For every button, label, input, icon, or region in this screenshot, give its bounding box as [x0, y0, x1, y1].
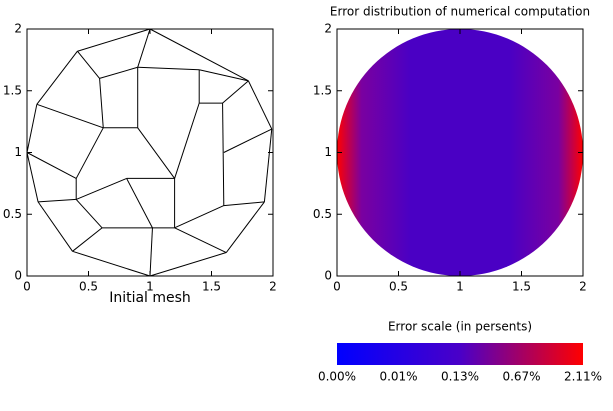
mesh-edge [99, 78, 104, 128]
chart-title: Error distribution of numerical computat… [330, 5, 590, 19]
mesh-edge [72, 227, 103, 252]
mesh-edge [77, 50, 100, 79]
x-tick-label: 1.5 [512, 280, 531, 294]
mesh-edge [38, 198, 77, 203]
colorbar-tick-label: 0.67% [502, 370, 540, 384]
x-tick-label: 1 [456, 280, 464, 294]
mesh-edge [99, 66, 138, 79]
y-tick-label: 1 [14, 145, 22, 159]
mesh-edge [174, 205, 225, 229]
mesh-edge [247, 80, 273, 130]
mesh-edge [174, 227, 227, 253]
mesh-edge [37, 201, 73, 252]
y-tick-label: 1.5 [313, 83, 332, 97]
colorbar [337, 343, 583, 365]
mesh-edge [222, 80, 249, 104]
mesh-edge [149, 28, 249, 82]
y-tick-label: 2 [14, 22, 22, 36]
y-tick-label: 0 [324, 269, 332, 283]
mesh-edge [199, 69, 249, 82]
mesh-edge [223, 201, 265, 207]
mesh-edge [149, 252, 227, 277]
error-field [337, 29, 583, 276]
mesh-edge [36, 103, 104, 129]
colorbar-tick-label: 0.01% [379, 370, 417, 384]
y-tick-label: 2 [324, 22, 332, 36]
colorbar-title: Error scale (in persents) [388, 320, 532, 334]
y-tick-label: 0.5 [313, 207, 332, 221]
mesh-edge [137, 127, 176, 179]
mesh-edge [26, 152, 77, 179]
mesh-edge [174, 102, 200, 179]
x-tick-label: 1.5 [202, 280, 221, 294]
mesh-edge [72, 250, 151, 277]
mesh-edge [263, 128, 273, 202]
colorbar-tick-label: 2.11% [564, 370, 602, 384]
x-tick-label: 2 [579, 280, 587, 294]
x-tick-label: 1 [146, 280, 154, 294]
colorbar-tick-label: 0.13% [441, 370, 479, 384]
mesh-edge [137, 66, 200, 71]
x-tick-label: 0 [23, 280, 31, 294]
mesh-edge [75, 127, 104, 179]
x-tick-label: 2 [269, 280, 277, 294]
mesh-edge [222, 103, 225, 206]
colorbar-tick-label: 0.00% [318, 370, 356, 384]
x-tick-label: 0 [333, 280, 341, 294]
mesh-edge [26, 104, 38, 153]
mesh-edge [26, 152, 39, 203]
x-tick-label: 0.5 [389, 280, 408, 294]
chart-title: Initial mesh [109, 290, 191, 306]
mesh-edge [77, 28, 151, 52]
y-tick-label: 1.5 [3, 83, 22, 97]
y-tick-label: 0 [14, 269, 22, 283]
y-tick-label: 1 [324, 145, 332, 159]
mesh-edge [126, 178, 153, 229]
mesh-edge [137, 28, 151, 68]
mesh-edge [223, 128, 272, 153]
x-tick-label: 0.5 [79, 280, 98, 294]
mesh-edge [75, 199, 103, 229]
mesh-edge [225, 201, 265, 253]
mesh-edge [149, 227, 153, 277]
mesh-edge [76, 177, 127, 200]
y-tick-label: 0.5 [3, 207, 22, 221]
mesh-edge [36, 50, 78, 105]
